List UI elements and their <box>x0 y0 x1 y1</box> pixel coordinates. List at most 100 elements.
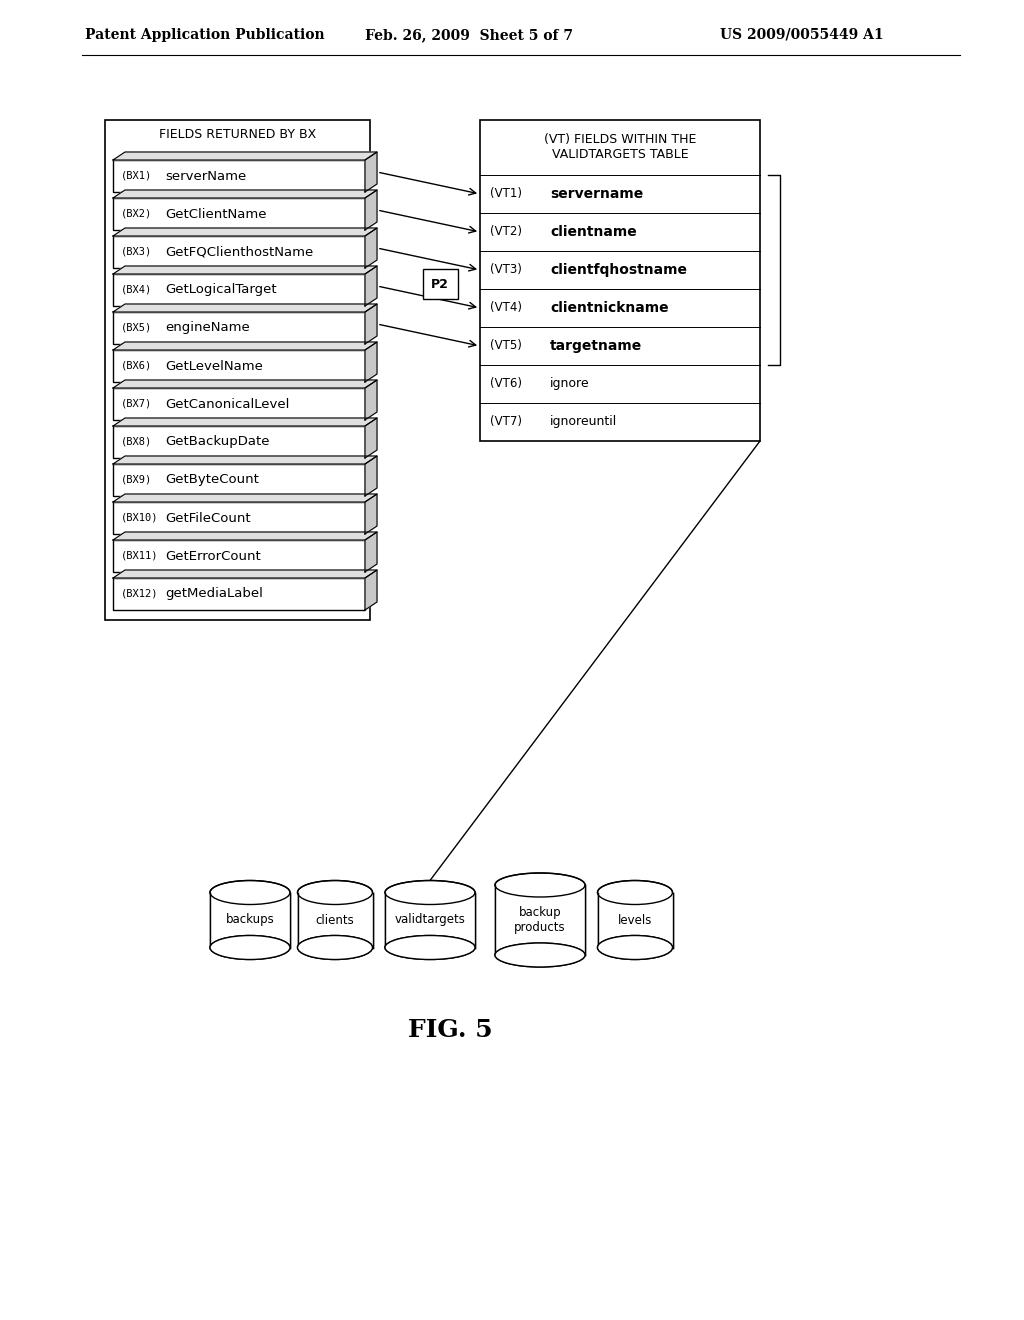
Bar <box>597 892 673 948</box>
Ellipse shape <box>495 873 585 898</box>
Text: clientfqhostname: clientfqhostname <box>550 263 687 277</box>
Ellipse shape <box>210 880 290 904</box>
Bar <box>113 465 365 496</box>
Text: servername: servername <box>550 187 643 201</box>
Bar <box>113 502 365 535</box>
Text: US 2009/0055449 A1: US 2009/0055449 A1 <box>720 28 884 42</box>
Polygon shape <box>365 532 377 572</box>
Text: GetByteCount: GetByteCount <box>165 474 259 487</box>
Text: GetClientName: GetClientName <box>165 207 266 220</box>
Polygon shape <box>365 152 377 191</box>
Polygon shape <box>365 267 377 306</box>
Bar <box>113 426 365 458</box>
Text: GetCanonicalLevel: GetCanonicalLevel <box>165 397 290 411</box>
Polygon shape <box>113 532 377 540</box>
Text: (BX9): (BX9) <box>121 475 153 484</box>
Text: (VT5): (VT5) <box>490 339 522 352</box>
Polygon shape <box>113 455 377 465</box>
Text: backup
products: backup products <box>514 906 566 935</box>
Ellipse shape <box>495 942 585 968</box>
Text: (BX6): (BX6) <box>121 360 153 371</box>
Polygon shape <box>365 570 377 610</box>
Text: GetFQClienthostName: GetFQClienthostName <box>165 246 313 259</box>
Text: (VT2): (VT2) <box>490 226 522 239</box>
Text: FIG. 5: FIG. 5 <box>408 1018 493 1041</box>
Text: validtargets: validtargets <box>394 913 466 927</box>
Bar <box>210 892 290 948</box>
Polygon shape <box>113 494 377 502</box>
Polygon shape <box>365 228 377 268</box>
Ellipse shape <box>385 936 475 960</box>
Bar <box>113 160 365 191</box>
Text: serverName: serverName <box>165 169 246 182</box>
Polygon shape <box>113 380 377 388</box>
Text: Feb. 26, 2009  Sheet 5 of 7: Feb. 26, 2009 Sheet 5 of 7 <box>365 28 573 42</box>
Text: Patent Application Publication: Patent Application Publication <box>85 28 325 42</box>
Ellipse shape <box>495 942 585 968</box>
Ellipse shape <box>597 880 673 904</box>
Text: getMediaLabel: getMediaLabel <box>165 587 263 601</box>
Text: (VT4): (VT4) <box>490 301 522 314</box>
Text: clientnickname: clientnickname <box>550 301 669 315</box>
Text: ignoreuntil: ignoreuntil <box>550 416 617 429</box>
Polygon shape <box>113 570 377 578</box>
Text: (VT) FIELDS WITHIN THE
VALIDTARGETS TABLE: (VT) FIELDS WITHIN THE VALIDTARGETS TABL… <box>544 133 696 161</box>
Polygon shape <box>365 304 377 345</box>
Ellipse shape <box>210 936 290 960</box>
Polygon shape <box>113 228 377 236</box>
Text: backups: backups <box>225 913 274 927</box>
Polygon shape <box>365 380 377 420</box>
Text: (BX7): (BX7) <box>121 399 153 409</box>
Polygon shape <box>113 152 377 160</box>
Text: GetLogicalTarget: GetLogicalTarget <box>165 284 276 297</box>
Polygon shape <box>365 455 377 496</box>
Text: (BX5): (BX5) <box>121 323 153 333</box>
Text: (VT3): (VT3) <box>490 264 522 276</box>
Text: ignore: ignore <box>550 378 590 391</box>
Bar <box>113 312 365 345</box>
Text: (BX1): (BX1) <box>121 172 153 181</box>
Text: (BX12): (BX12) <box>121 589 159 599</box>
Bar <box>113 275 365 306</box>
Bar <box>105 120 370 620</box>
Ellipse shape <box>298 936 373 960</box>
Text: (VT7): (VT7) <box>490 416 522 429</box>
Text: clients: clients <box>315 913 354 927</box>
Bar <box>113 236 365 268</box>
Polygon shape <box>365 342 377 381</box>
Text: GetErrorCount: GetErrorCount <box>165 549 261 562</box>
Text: (BX10): (BX10) <box>121 513 159 523</box>
Polygon shape <box>365 190 377 230</box>
Text: targetname: targetname <box>550 339 642 352</box>
Bar <box>113 540 365 572</box>
Ellipse shape <box>298 880 373 904</box>
Text: (BX11): (BX11) <box>121 550 159 561</box>
Polygon shape <box>113 418 377 426</box>
Text: (VT6): (VT6) <box>490 378 522 391</box>
Bar <box>298 892 373 948</box>
Bar <box>113 350 365 381</box>
Ellipse shape <box>597 936 673 960</box>
Ellipse shape <box>385 880 475 904</box>
Polygon shape <box>113 304 377 312</box>
Text: GetLevelName: GetLevelName <box>165 359 263 372</box>
Polygon shape <box>113 342 377 350</box>
Text: GetBackupDate: GetBackupDate <box>165 436 269 449</box>
Ellipse shape <box>597 936 673 960</box>
Polygon shape <box>113 190 377 198</box>
Polygon shape <box>365 418 377 458</box>
Bar <box>495 884 585 954</box>
Ellipse shape <box>298 936 373 960</box>
Text: GetFileCount: GetFileCount <box>165 511 251 524</box>
Bar <box>385 892 475 948</box>
Text: clientname: clientname <box>550 224 637 239</box>
Bar <box>113 388 365 420</box>
Bar <box>113 578 365 610</box>
Text: (BX4): (BX4) <box>121 285 153 294</box>
Ellipse shape <box>385 936 475 960</box>
Polygon shape <box>113 267 377 275</box>
Text: FIELDS RETURNED BY BX: FIELDS RETURNED BY BX <box>159 128 316 141</box>
Ellipse shape <box>210 936 290 960</box>
Text: (VT1): (VT1) <box>490 187 522 201</box>
Text: (BX3): (BX3) <box>121 247 153 257</box>
